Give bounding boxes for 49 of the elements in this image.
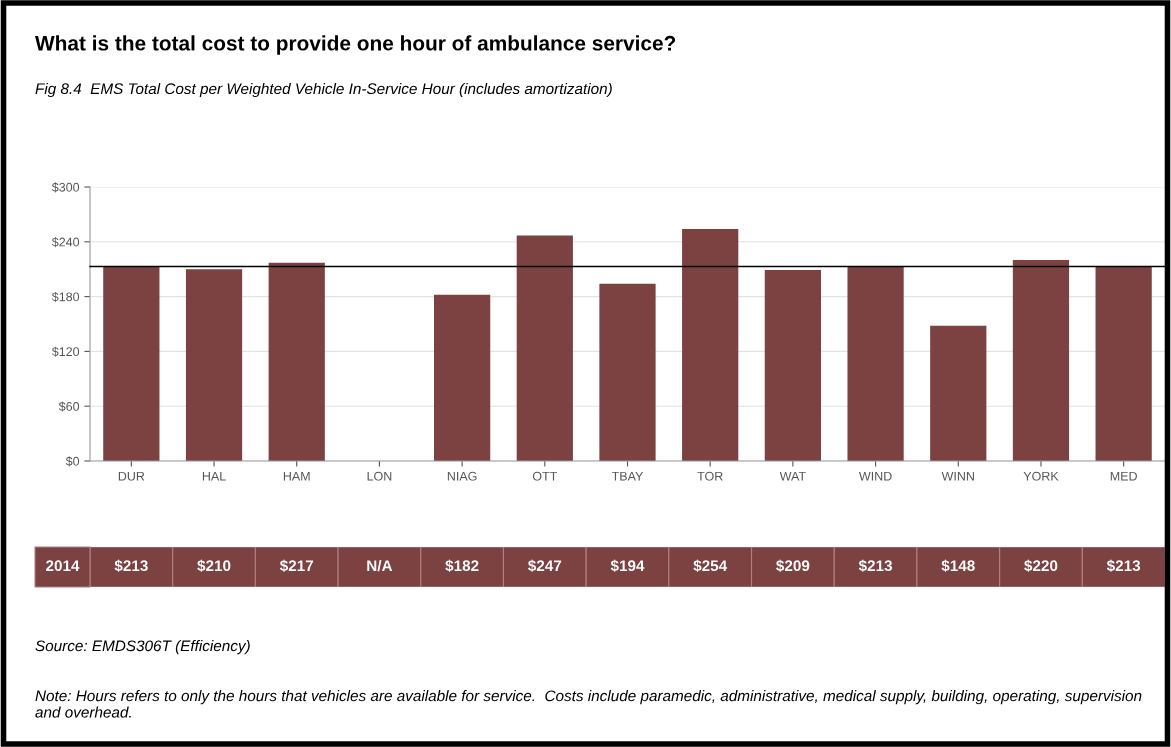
bar bbox=[599, 283, 656, 461]
x-tick-label: MED bbox=[1110, 471, 1137, 481]
data-label: $213 bbox=[858, 559, 893, 573]
data-label: $194 bbox=[610, 559, 645, 573]
data-label: $247 bbox=[528, 559, 562, 573]
chart-title: What is the total cost to provide one hour of ambulance service? bbox=[35, 35, 676, 55]
x-tick-label: HAM bbox=[283, 471, 310, 481]
bar bbox=[268, 262, 325, 461]
bar bbox=[764, 270, 821, 461]
data-label: $220 bbox=[1024, 559, 1058, 573]
text: N/A bbox=[367, 559, 393, 572]
x-tick-label: TBAY bbox=[611, 471, 644, 481]
y-tick-label: $60 bbox=[58, 401, 80, 412]
y-tick-label: $240 bbox=[51, 237, 80, 248]
data-label: $213 bbox=[114, 559, 148, 573]
x-tick-label: WAT bbox=[779, 471, 806, 481]
x-tick-label: TOR bbox=[697, 471, 723, 481]
source-note: Source: EMDS306T (Efficiency) bbox=[35, 640, 250, 655]
bar bbox=[1012, 260, 1070, 461]
x-tick-label: LON bbox=[367, 471, 392, 481]
chart-subtitle: Fig 8.4 EMS Total Cost per Weighted Vehicle In-Service Hour (includes amortization) bbox=[35, 82, 612, 98]
bar bbox=[103, 266, 160, 461]
bar bbox=[434, 294, 491, 461]
x-tick-label: WINN bbox=[941, 471, 974, 481]
data-label: $210 bbox=[197, 559, 231, 573]
bar bbox=[1095, 266, 1152, 461]
bar bbox=[682, 229, 739, 461]
data-label: $217 bbox=[279, 559, 314, 573]
text: 2014 bbox=[46, 560, 80, 572]
text: Note: Hours refers to only the hours that vehicles are available for service. Costs include paramedic, administrative, medical supply, building, operating, supervision and overhead. bbox=[35, 690, 1142, 718]
y-tick-label: $0 bbox=[65, 456, 80, 467]
x-tick-label: WIND bbox=[858, 471, 892, 481]
x-tick-label: HAL bbox=[202, 471, 226, 481]
data-label: $148 bbox=[941, 559, 975, 573]
y-tick-label: $300 bbox=[51, 182, 80, 193]
data-label: $254 bbox=[693, 559, 728, 573]
data-label: $182 bbox=[445, 559, 479, 573]
y-tick-label: $180 bbox=[51, 291, 80, 302]
data-label: $209 bbox=[776, 559, 810, 573]
bar bbox=[516, 235, 573, 461]
x-tick-label: OTT bbox=[532, 471, 558, 481]
x-tick-label: NIAG bbox=[447, 471, 477, 481]
y-tick-label: $120 bbox=[51, 346, 80, 357]
x-tick-label: YORK bbox=[1023, 471, 1059, 481]
x-tick-label: DUR bbox=[118, 471, 145, 481]
bar bbox=[185, 269, 243, 461]
bar bbox=[930, 325, 987, 461]
data-label: $213 bbox=[1106, 559, 1141, 573]
bar bbox=[847, 266, 904, 461]
